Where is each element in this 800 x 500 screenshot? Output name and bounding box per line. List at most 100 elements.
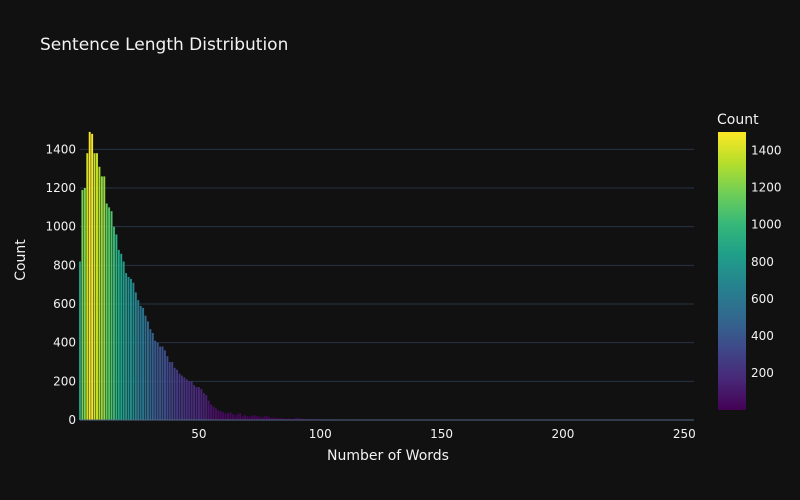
bar-x-76: [261, 417, 263, 420]
bars: [79, 131, 686, 421]
bar-x-8: [96, 153, 98, 420]
bar-x-1: [79, 261, 81, 420]
bar-x-52: [202, 392, 205, 420]
bar-x-32: [154, 340, 157, 420]
bar-x-7: [93, 153, 96, 420]
bar-x-39: [171, 362, 174, 420]
bar-x-93: [302, 418, 305, 420]
bar-x-42: [178, 373, 181, 420]
y-tick-label: 400: [53, 336, 76, 350]
bar-x-2: [81, 189, 84, 420]
bar-x-6: [91, 133, 94, 420]
bar-x-60: [222, 412, 225, 420]
bar-x-50: [197, 387, 200, 420]
bar-x-77: [263, 416, 266, 420]
bar-x-85: [282, 418, 285, 420]
x-axis-label: Number of Words: [327, 448, 449, 464]
bar-x-72: [251, 415, 254, 420]
bar-x-57: [214, 408, 217, 420]
bar-x-13: [108, 207, 111, 420]
bar-x-33: [156, 342, 159, 420]
bar-x-54: [207, 400, 210, 420]
bar-x-3: [83, 188, 86, 420]
colorbar-title: Count: [717, 112, 759, 128]
bar-x-9: [98, 166, 101, 420]
bar-x-81: [273, 417, 276, 420]
bar-x-75: [258, 416, 261, 420]
gridlines: [80, 148, 694, 382]
x-tick-labels: 50 100 150 200 250: [191, 427, 695, 441]
y-tick-labels: 0 200 400 600 800 1000 1200 1400: [45, 142, 76, 427]
bar-x-70: [246, 416, 249, 420]
bar-x-80: [270, 417, 273, 420]
y-tick-label: 0: [68, 413, 76, 427]
bar-x-40: [173, 367, 176, 420]
bar-x-82: [275, 418, 278, 420]
bar-x-90: [295, 417, 297, 420]
bar-x-12: [105, 203, 108, 420]
x-tick-label: 250: [673, 427, 696, 441]
bar-x-15: [113, 226, 115, 420]
bar-x-20: [125, 273, 128, 420]
chart-title: Sentence Length Distribution: [40, 35, 288, 55]
bar-x-51: [200, 389, 203, 420]
bar-x-58: [217, 410, 220, 420]
colorbar-tick-label: 1000: [751, 218, 782, 232]
bar-x-30: [149, 329, 152, 420]
bar-x-87: [287, 418, 290, 420]
x-tick-label: 50: [191, 427, 206, 441]
y-tick-label: 1200: [45, 181, 76, 195]
bar-x-41: [176, 369, 179, 420]
colorbar-tick-labels: 200 400 600 800 1000 1200 1400: [751, 144, 782, 381]
bar-x-48: [193, 385, 196, 420]
bar-x-62: [227, 413, 230, 420]
bar-x-36: [163, 350, 166, 420]
bar-x-84: [280, 418, 283, 420]
bar-x-23: [132, 282, 135, 420]
bar-x-31: [151, 333, 154, 420]
bar-x-59: [219, 411, 222, 420]
bar-x-61: [224, 413, 227, 420]
bar-x-92: [299, 418, 302, 420]
bar-x-26: [139, 305, 142, 420]
y-tick-label: 800: [53, 258, 76, 272]
y-axis-label: Count: [13, 239, 29, 281]
bar-x-18: [120, 253, 123, 420]
bar-x-83: [278, 418, 280, 420]
colorbar-tick-label: 1400: [751, 144, 782, 158]
x-tick-label: 150: [430, 427, 453, 441]
x-tick-label: 200: [551, 427, 574, 441]
bar-x-65: [234, 415, 237, 420]
bar-x-38: [168, 362, 171, 420]
y-tick-label: 600: [53, 297, 76, 311]
y-tick-label: 200: [53, 374, 76, 388]
bar-x-53: [205, 394, 208, 420]
colorbar-tick-label: 200: [751, 366, 774, 380]
y-tick-label: 1000: [45, 220, 76, 234]
y-tick-label: 1400: [45, 142, 76, 156]
bar-x-66: [236, 414, 239, 420]
bar-x-55: [210, 404, 213, 420]
bar-x-37: [166, 356, 169, 420]
bar-x-24: [134, 292, 137, 420]
bar-x-56: [212, 406, 215, 420]
bar-x-35: [161, 346, 164, 420]
bar-x-68: [241, 416, 244, 420]
bar-x-25: [137, 300, 140, 420]
bar-x-89: [292, 418, 295, 420]
bar-x-17: [117, 249, 120, 420]
bar-x-79: [268, 417, 271, 420]
bar-x-5: [88, 131, 91, 420]
bar-x-74: [256, 416, 259, 420]
bar-x-67: [239, 413, 242, 420]
bar-x-49: [195, 387, 198, 420]
bar-x-78: [265, 415, 268, 420]
x-tick-label: 100: [309, 427, 332, 441]
bar-x-86: [285, 418, 288, 420]
bar-x-11: [103, 176, 106, 420]
bar-x-34: [159, 346, 162, 420]
bar-x-4: [86, 153, 89, 420]
bar-x-64: [231, 414, 234, 420]
bar-x-47: [190, 381, 193, 420]
bar-x-71: [248, 416, 251, 420]
